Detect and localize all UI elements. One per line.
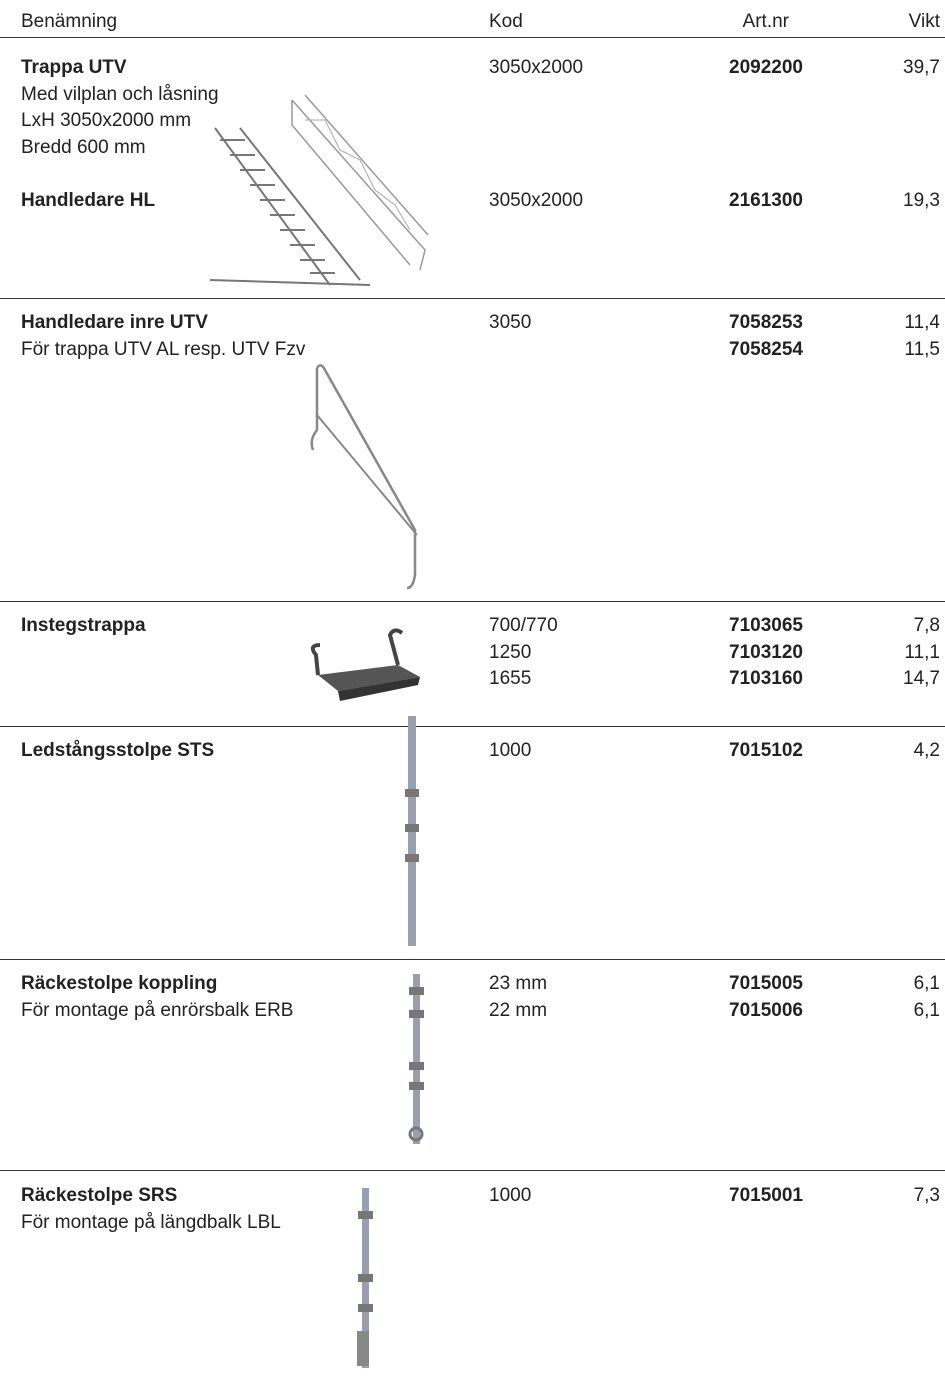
product-name: Handledare HL [21, 190, 156, 211]
weight: 39,7 [903, 57, 940, 78]
product-name: Instegstrappa [21, 615, 146, 636]
post-image [357, 1188, 373, 1368]
weight: 7,8 [913, 615, 940, 636]
weight: 4,2 [913, 740, 940, 761]
article-number: 7058253 [729, 312, 803, 333]
code: 1000 [489, 740, 532, 761]
product-description: LxH 3050x2000 mm [21, 110, 192, 131]
step-image [310, 628, 420, 701]
product-name: Ledstångsstolpe STS [21, 740, 215, 761]
article-number: 7015001 [729, 1185, 803, 1206]
divider [0, 1170, 945, 1171]
code: 700/770 [489, 615, 558, 636]
column-header: Art.nr [742, 11, 789, 32]
divider [0, 959, 945, 960]
article-number: 7103065 [729, 615, 803, 636]
divider [0, 601, 945, 602]
header-rule [0, 37, 945, 38]
product-name: Räckestolpe koppling [21, 973, 218, 994]
column-header: Benämning [21, 11, 118, 32]
weight: 11,4 [904, 312, 940, 333]
code: 3050x2000 [489, 190, 584, 211]
article-number: 2092200 [729, 57, 803, 78]
post-image [408, 974, 424, 1144]
weight: 6,1 [913, 973, 940, 994]
weight: 6,1 [913, 999, 940, 1021]
code: 1250 [489, 641, 532, 663]
handrail-image [310, 364, 418, 590]
article-number: 7015005 [729, 973, 803, 994]
code: 3050 [489, 312, 532, 333]
weight: 19,3 [903, 190, 940, 211]
code: 1655 [489, 668, 532, 689]
weight: 11,1 [904, 641, 940, 663]
article-number: 2161300 [729, 190, 803, 211]
article-number: 7015006 [729, 999, 803, 1021]
article-number: 7058254 [729, 338, 803, 360]
code: 1000 [489, 1185, 532, 1206]
article-number: 7015102 [729, 740, 803, 761]
code: 22 mm [489, 999, 548, 1021]
weight: 11,5 [904, 338, 940, 360]
column-header: Kod [489, 11, 523, 32]
divider [0, 726, 945, 727]
product-description: Med vilplan och låsning [21, 83, 219, 105]
product-description: För montage på längdbalk LBL [21, 1211, 281, 1233]
post-image [405, 716, 419, 946]
product-description: För montage på enrörsbalk ERB [21, 999, 294, 1021]
article-number: 7103120 [729, 641, 803, 663]
product-name: Räckestolpe SRS [21, 1185, 178, 1206]
weight: 7,3 [913, 1185, 940, 1206]
product-description: Bredd 600 mm [21, 136, 146, 158]
product-name: Handledare inre UTV [21, 312, 208, 333]
product-name: Trappa UTV [21, 57, 127, 78]
article-number: 7103160 [729, 668, 803, 689]
divider [0, 298, 945, 299]
product-description: För trappa UTV AL resp. UTV Fzv [21, 338, 306, 360]
column-header: Vikt [908, 11, 940, 32]
stair-image [209, 94, 429, 286]
code: 3050x2000 [489, 57, 584, 78]
weight: 14,7 [903, 668, 940, 689]
code: 23 mm [489, 973, 548, 994]
